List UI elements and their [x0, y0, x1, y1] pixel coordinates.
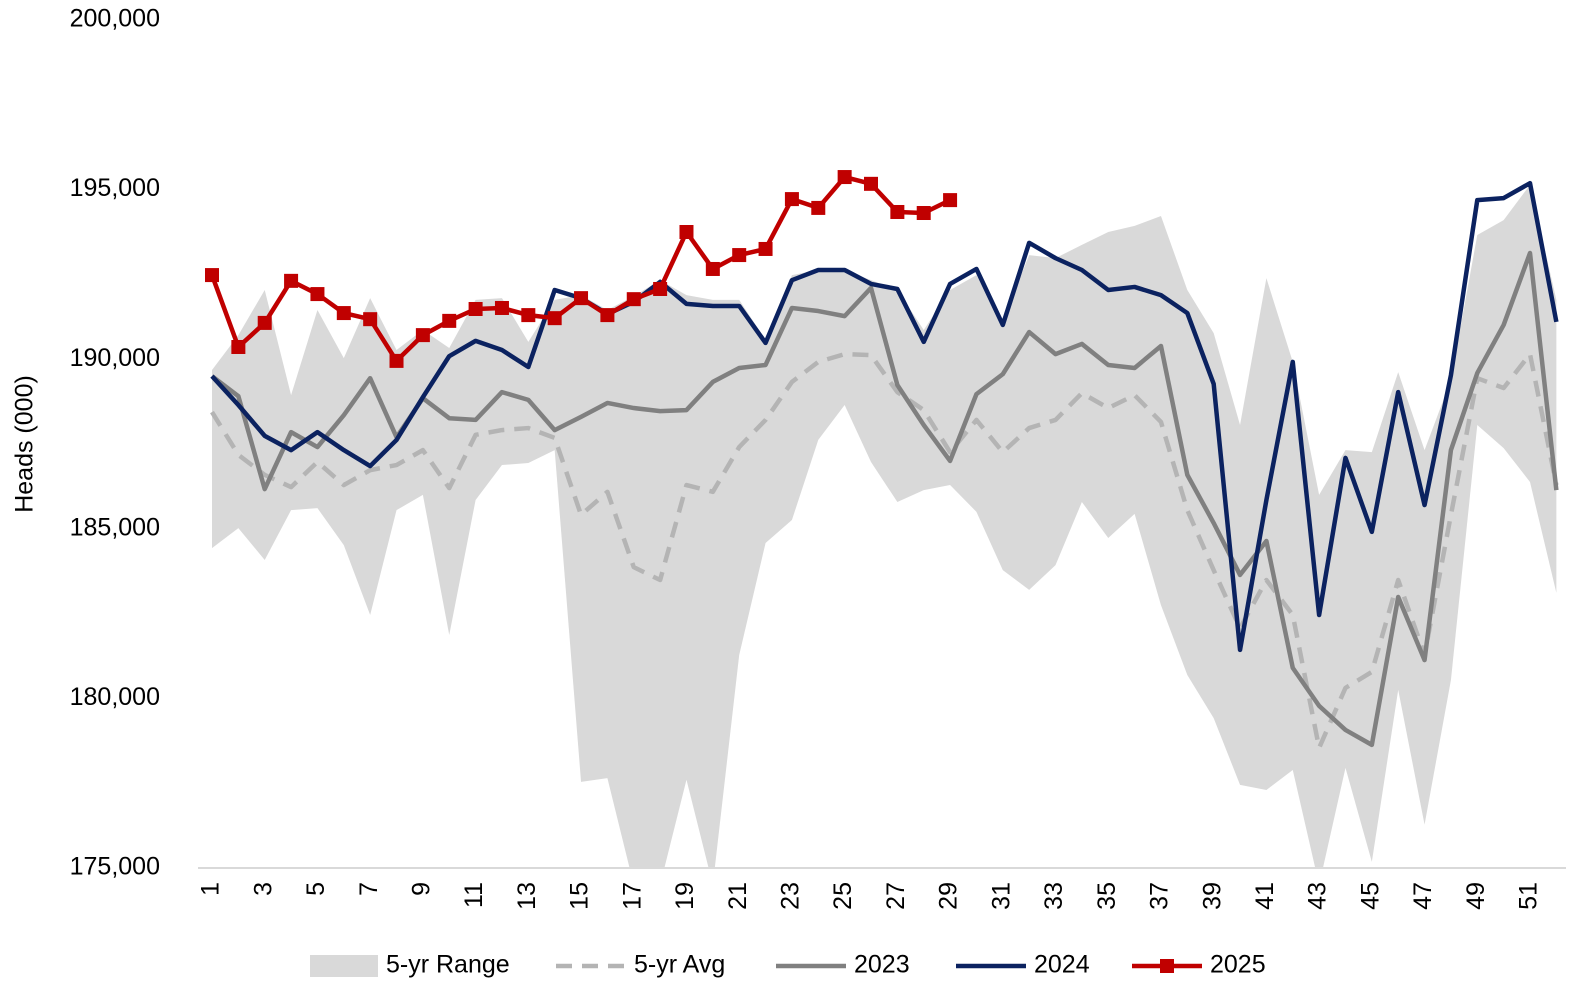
x-tick-label: 15 — [566, 882, 594, 910]
series-marker — [442, 313, 457, 328]
series-marker — [231, 339, 246, 354]
series-marker — [494, 300, 509, 315]
x-tick-label: 43 — [1304, 882, 1332, 910]
x-tick-label: 29 — [935, 882, 963, 910]
series-marker — [837, 170, 852, 185]
legend-label: 2024 — [1034, 951, 1090, 979]
plot-area — [205, 170, 1559, 868]
x-tick-label: 47 — [1409, 882, 1437, 910]
x-tick-label: 19 — [671, 882, 699, 910]
x-tick-label: 9 — [407, 882, 435, 896]
x-tick-label: 31 — [987, 882, 1015, 910]
series-marker — [600, 308, 615, 323]
y-tick-label: 180,000 — [70, 683, 160, 711]
series-marker — [916, 206, 931, 221]
x-tick-label: 23 — [777, 882, 805, 910]
series-marker — [784, 192, 799, 207]
x-tick-label: 27 — [882, 882, 910, 910]
series-marker — [705, 261, 720, 276]
x-tick-label: 37 — [1146, 882, 1174, 910]
series-marker — [626, 292, 641, 307]
y-axis-label: Heads (000) — [11, 375, 39, 513]
x-tick-label: 49 — [1462, 882, 1490, 910]
x-tick-label: 39 — [1198, 882, 1226, 910]
x-tick-label: 45 — [1356, 882, 1384, 910]
x-tick-label: 17 — [618, 882, 646, 910]
series-marker — [732, 248, 747, 263]
series-marker — [547, 311, 562, 326]
legend-label: 5-yr Avg — [634, 951, 725, 979]
series-marker — [415, 328, 430, 343]
legend-swatch — [310, 955, 378, 977]
series-marker — [310, 287, 325, 302]
series-marker — [574, 291, 589, 306]
x-tick-label: 1 — [197, 882, 225, 896]
series-marker — [284, 273, 299, 288]
series-marker — [363, 312, 378, 327]
legend-label: 2023 — [854, 951, 910, 979]
series-marker — [758, 241, 773, 256]
series-marker — [653, 281, 668, 296]
legend-label: 2025 — [1210, 951, 1266, 979]
x-tick-label: 7 — [355, 882, 383, 896]
series-line — [210, 180, 1559, 653]
x-tick-label: 3 — [249, 882, 277, 896]
y-tick-label: 190,000 — [70, 344, 160, 372]
series-marker — [521, 308, 536, 323]
x-tick-label: 41 — [1251, 882, 1279, 910]
x-tick-label: 11 — [460, 882, 488, 908]
y-tick-label: 200,000 — [70, 5, 160, 33]
x-tick-label: 33 — [1040, 882, 1068, 910]
series-marker — [257, 315, 272, 330]
x-tick-label: 21 — [724, 882, 752, 910]
series-marker — [890, 204, 905, 219]
legend-label: 5-yr Range — [386, 951, 510, 979]
series-marker — [679, 225, 694, 239]
x-tick-label: 51 — [1515, 882, 1543, 910]
x-tick-label: 13 — [513, 882, 541, 910]
series-marker — [336, 306, 351, 321]
y-tick-label: 175,000 — [70, 853, 160, 881]
legend-swatch-marker — [1160, 959, 1174, 973]
y-tick-label: 195,000 — [70, 174, 160, 202]
range-band — [212, 184, 1557, 868]
series-line — [210, 250, 1559, 748]
x-tick-label: 35 — [1093, 882, 1121, 910]
series-marker — [205, 268, 219, 283]
series-marker — [811, 200, 826, 215]
series-marker — [864, 176, 878, 191]
x-tick-label: 5 — [302, 882, 330, 896]
series-marker — [389, 353, 404, 368]
series-marker — [468, 301, 483, 316]
series-marker — [943, 193, 958, 208]
y-tick-label: 185,000 — [70, 513, 160, 541]
x-tick-label: 25 — [829, 882, 857, 910]
